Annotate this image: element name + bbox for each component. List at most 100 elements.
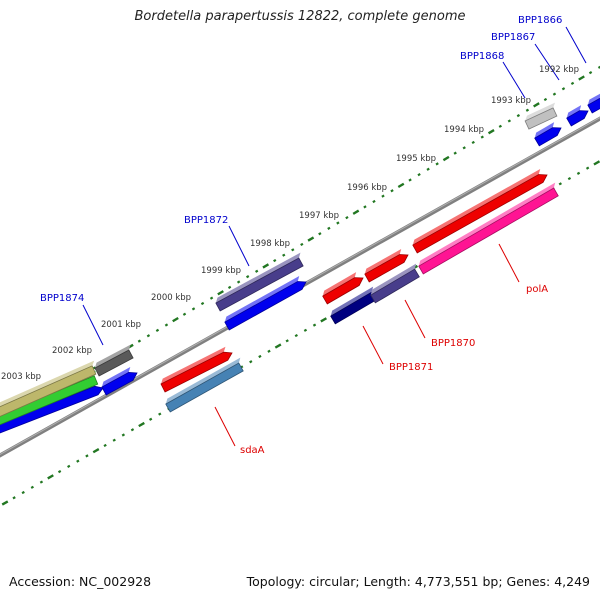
tick-mark [158, 412, 162, 416]
tick-mark [254, 269, 259, 273]
tick-mark [273, 258, 277, 263]
tick-mark [462, 146, 466, 150]
tick-mark [320, 317, 327, 323]
tick-mark [274, 343, 282, 349]
label-bpp1872: BPP1872 [184, 215, 228, 226]
label-bpp1866: BPP1866 [518, 15, 562, 26]
tick-mark [435, 162, 439, 166]
tick-mark [417, 173, 421, 177]
tick-mark [552, 92, 557, 96]
gene-bpp1874 [101, 366, 138, 396]
tick-mark [471, 140, 475, 145]
kbp-label: 2001 kbp [101, 320, 141, 330]
tick-mark [372, 199, 376, 204]
label-sdaA: sdaA [240, 445, 265, 456]
leader-line [404, 299, 426, 339]
tick-mark [300, 242, 304, 247]
gene-bpp1866 [587, 93, 600, 114]
tick-mark [480, 135, 484, 139]
tick-mark [227, 285, 232, 290]
tick-mark [130, 428, 135, 432]
tick-mark [303, 328, 308, 332]
tick-mark [146, 334, 151, 338]
tick-mark [318, 232, 322, 236]
tick-mark [138, 421, 145, 428]
leader-line [82, 304, 104, 346]
tick-mark [327, 226, 331, 230]
tick-mark [21, 490, 25, 495]
map-title: Bordetella parapertussis 12822, complete… [134, 9, 466, 24]
tick-mark [408, 178, 412, 182]
tick-mark [516, 113, 521, 118]
leader-line [214, 406, 236, 447]
kbp-label: 1997 kbp [299, 211, 339, 221]
tick-mark [1, 500, 9, 506]
label-bpp1870: BPP1870 [431, 338, 475, 349]
tick-mark [352, 209, 360, 215]
gene-bpp1868 [534, 122, 562, 147]
tick-mark [585, 166, 590, 170]
tick-mark [312, 323, 317, 327]
tick-mark [294, 333, 298, 338]
kbp-label: 1993 kbp [491, 96, 531, 106]
tick-mark [67, 464, 71, 468]
kbp-label: 1996 kbp [347, 183, 387, 193]
tick-mark [442, 155, 450, 162]
tick-mark [236, 280, 241, 284]
tick-mark [578, 75, 585, 81]
tick-mark [172, 316, 179, 323]
kbp-labels: 1992 kbp 1993 kbp 1994 kbp 1995 kbp 1996 kbp… [1, 65, 579, 382]
tick-mark [245, 275, 250, 279]
tick-mark [92, 448, 100, 454]
feature-red-1870 [364, 249, 409, 283]
label-polA: polA [526, 284, 548, 295]
kbp-label: 1998 kbp [250, 239, 290, 249]
kbp-label: 2000 kbp [151, 293, 191, 303]
feature-labels: BPP1866 BPP1867 BPP1868 BPP1872 BPP1874 polA B… [40, 15, 562, 456]
feature-khaki [0, 360, 97, 421]
leader-line [502, 61, 526, 99]
tick-mark [155, 328, 160, 332]
label-leaders [82, 26, 587, 447]
tick-mark [76, 459, 80, 463]
tick-mark [533, 102, 540, 108]
tick-mark [30, 485, 34, 489]
kbp-label: 2003 kbp [1, 372, 41, 382]
tick-mark [381, 194, 385, 198]
label-bpp1874: BPP1874 [40, 293, 84, 304]
tick-mark [209, 296, 214, 300]
tick-mark [336, 221, 340, 225]
leader-line [362, 325, 384, 365]
leader-line [565, 26, 587, 64]
gene-polA [418, 182, 559, 275]
gene-bpp1872 [224, 276, 307, 331]
tick-mark [148, 417, 153, 421]
tick-mark [558, 182, 562, 186]
tick-mark [267, 349, 271, 353]
kbp-label: 1995 kbp [396, 154, 436, 164]
tick-mark [200, 301, 205, 306]
gene-sdaA [165, 357, 244, 413]
kbp-label: 1992 kbp [539, 65, 579, 75]
tick-mark [291, 248, 295, 252]
kbp-label: 2002 kbp [52, 346, 92, 356]
tick-mark [307, 236, 315, 242]
accession-text: Accession: NC_002928 [9, 574, 152, 589]
tick-mark [258, 354, 262, 359]
tick-mark [543, 97, 548, 102]
label-bpp1868: BPP1868 [460, 51, 504, 62]
tick-mark [191, 307, 196, 311]
tick-mark [47, 474, 54, 480]
tick-mark [103, 443, 107, 448]
feature-dark-grey [94, 344, 134, 377]
tick-mark [576, 171, 581, 175]
tick-mark [525, 108, 530, 112]
tick-mark [561, 87, 566, 91]
tick-mark [397, 182, 405, 189]
label-bpp1871: BPP1871 [389, 362, 433, 373]
tick-mark [363, 205, 367, 209]
feature-red-sdaA [160, 346, 233, 393]
tick-mark [507, 119, 512, 123]
tick-mark [487, 129, 495, 135]
kbp-label: 1999 kbp [201, 266, 241, 276]
